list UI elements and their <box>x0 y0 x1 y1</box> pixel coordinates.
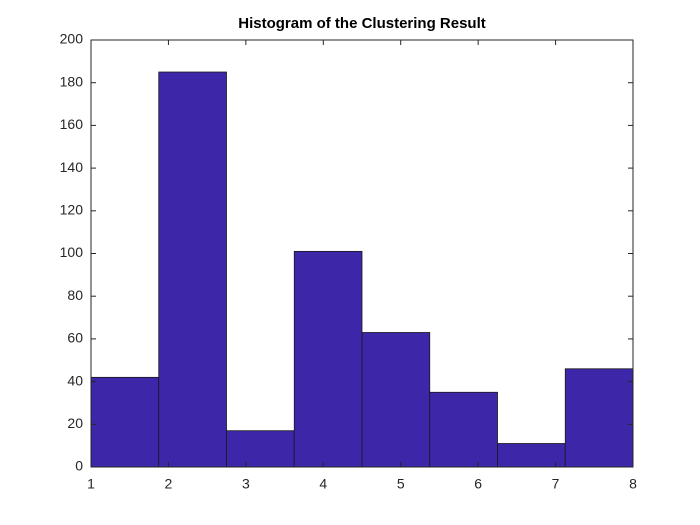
chart-title: Histogram of the Clustering Result <box>238 15 486 32</box>
y-tick-label: 0 <box>75 458 83 474</box>
bar <box>564 368 634 468</box>
bar <box>293 250 363 468</box>
x-tick-label: 2 <box>165 476 173 492</box>
x-tick-label: 3 <box>242 476 250 492</box>
y-tick-label: 60 <box>67 330 83 346</box>
bar <box>158 71 227 468</box>
x-tick-label: 1 <box>87 476 95 492</box>
bar <box>90 376 160 468</box>
x-tick-label: 6 <box>474 476 482 492</box>
y-tick-label: 160 <box>60 116 84 132</box>
bar <box>429 391 498 468</box>
y-tick-label: 80 <box>67 287 83 303</box>
x-tick-label: 8 <box>629 476 637 492</box>
x-tick-label: 7 <box>552 476 560 492</box>
y-tick-label: 40 <box>67 372 83 388</box>
y-tick-label: 120 <box>60 202 84 218</box>
y-tick-label: 200 <box>60 31 84 47</box>
bar <box>226 430 295 468</box>
bar <box>361 332 431 468</box>
y-tick-label: 20 <box>67 415 83 431</box>
x-tick-label: 5 <box>397 476 405 492</box>
x-tick-label: 4 <box>319 476 327 492</box>
y-tick-label: 100 <box>60 244 84 260</box>
y-tick-label: 180 <box>60 73 84 89</box>
y-tick-label: 140 <box>60 159 84 175</box>
